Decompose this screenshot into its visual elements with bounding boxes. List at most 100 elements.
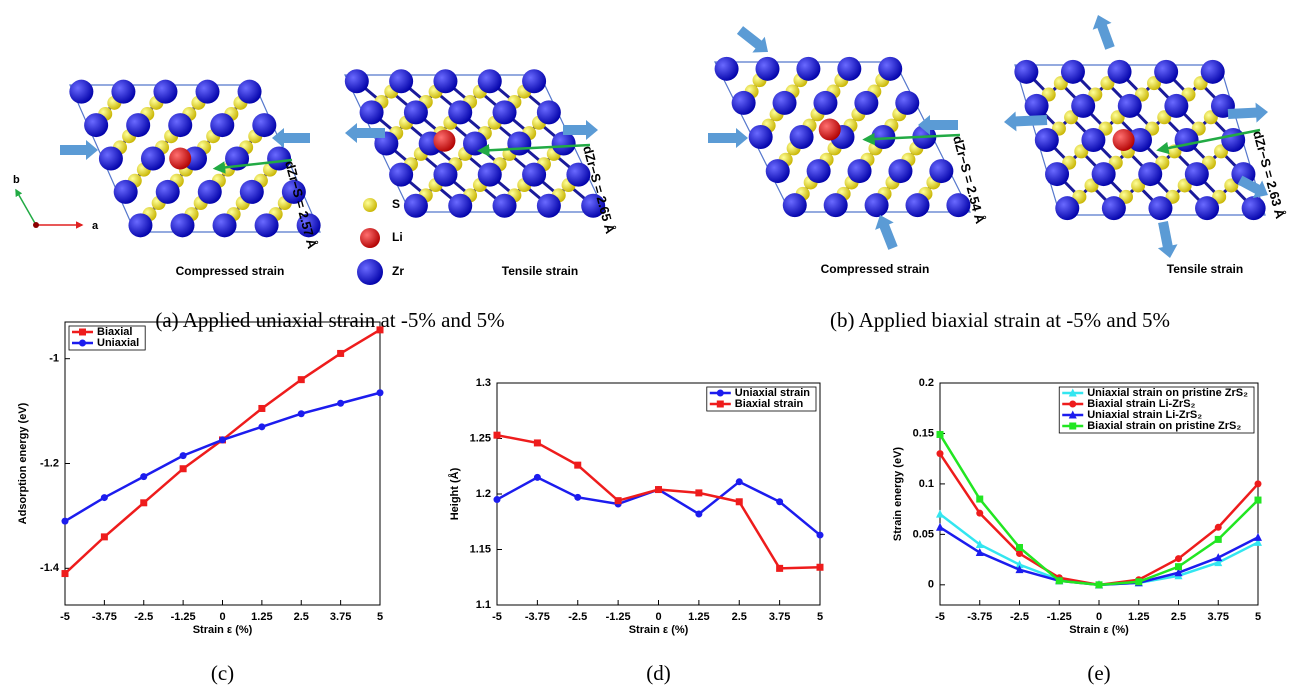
zirconium-atom [1221, 128, 1245, 152]
structure-label: Tensile strain [1167, 262, 1243, 276]
x-tick-label: 3.75 [330, 611, 351, 623]
zirconium-atom [433, 69, 457, 93]
marker [1255, 497, 1262, 504]
y-tick-label: 1.2 [476, 488, 491, 500]
zirconium-atom [198, 180, 222, 204]
zirconium-atom [126, 113, 150, 137]
y-tick-label: 0.2 [919, 377, 934, 389]
x-tick-label: -1.25 [606, 611, 631, 623]
marker [1254, 533, 1262, 541]
zirconium-atom [111, 80, 135, 104]
plot-frame [65, 322, 380, 605]
zirconium-atom [865, 193, 889, 217]
zirconium-atom [1061, 60, 1085, 84]
figure: Compressed straindZr−S = 2.57 ÅTensile s… [0, 0, 1310, 689]
zirconium-atom [493, 194, 517, 218]
x-tick-label: 1.25 [688, 611, 709, 623]
x-tick-label: -3.75 [92, 611, 117, 623]
zirconium-atom [478, 69, 502, 93]
zirconium-atom [552, 132, 576, 156]
marker [494, 432, 501, 439]
zirconium-atom [238, 80, 262, 104]
marker [1016, 544, 1023, 551]
zirconium-atom [478, 163, 502, 187]
zirconium-atom [929, 159, 953, 183]
series-line [940, 514, 1258, 585]
strain-arrow [272, 128, 310, 148]
zirconium-atom [360, 100, 384, 124]
marker [736, 478, 743, 485]
zirconium-atom [114, 180, 138, 204]
marker [574, 494, 581, 501]
marker [377, 389, 384, 396]
marker [936, 510, 944, 518]
structure-label: Compressed strain [821, 262, 930, 276]
series-line [940, 527, 1258, 585]
lithium-atom [169, 148, 191, 170]
marker [717, 390, 724, 397]
zirconium-atom [213, 213, 237, 237]
bond-distance: dZr−S = 2.65 Å [580, 144, 618, 236]
legend-atom [360, 228, 380, 248]
marker [140, 499, 147, 506]
x-tick-label: 3.75 [1208, 611, 1229, 623]
y-tick-label: 1.15 [470, 543, 491, 555]
marker [140, 473, 147, 480]
lithium-atom [819, 119, 841, 141]
x-tick-label: -5 [935, 611, 945, 623]
structure-label: Tensile strain [502, 264, 578, 278]
marker [1255, 480, 1262, 487]
zirconium-atom [522, 163, 546, 187]
zirconium-atom [99, 147, 123, 171]
chart: -5-3.75-2.5-1.2501.252.53.75500.050.10.1… [892, 377, 1262, 685]
marker [936, 523, 944, 531]
y-axis-label: Adsorption energy (eV) [17, 402, 29, 524]
x-tick-label: -5 [492, 611, 502, 623]
charts: -5-3.75-2.5-1.2501.252.53.755-1.4-1.2-1S… [17, 322, 1262, 685]
x-tick-label: 0 [655, 611, 661, 623]
zirconium-atom [783, 193, 807, 217]
marker [1175, 555, 1182, 562]
zirconium-atom [1175, 128, 1199, 152]
zirconium-atom [888, 159, 912, 183]
zirconium-atom [537, 194, 561, 218]
lithium-atom [1113, 129, 1135, 151]
x-axis-label: Strain ε (%) [629, 624, 689, 636]
marker [377, 326, 384, 333]
panel-caption: (b) Applied biaxial strain at -5% and 5% [830, 308, 1170, 332]
zirconium-atom [448, 100, 472, 124]
legend-label: Biaxial strain on pristine ZrS₂ [1087, 420, 1241, 432]
strain-arrow [875, 215, 898, 250]
strain-arrow [60, 140, 98, 160]
zirconium-atom [1138, 162, 1162, 186]
atom-legend-label: S [392, 197, 400, 211]
x-axis-label: Strain ε (%) [1069, 624, 1129, 636]
zirconium-atom [749, 125, 773, 149]
axis-label: b [13, 174, 20, 186]
strain-arrow [1093, 15, 1115, 50]
strain-arrow [708, 128, 748, 148]
marker [615, 497, 622, 504]
zirconium-atom [507, 132, 531, 156]
chart-caption: (e) [1087, 661, 1110, 685]
zirconium-atom [1201, 60, 1225, 84]
legend-label: Biaxial strain [735, 398, 804, 410]
x-tick-label: 0 [1096, 611, 1102, 623]
zirconium-atom [493, 100, 517, 124]
zirconium-atom [854, 91, 878, 115]
zirconium-atom [1195, 196, 1219, 220]
panel-caption: (a) Applied uniaxial strain at -5% and 5… [155, 308, 504, 332]
marker [180, 452, 187, 459]
zirconium-atom [813, 91, 837, 115]
zirconium-atom [878, 57, 902, 81]
y-tick-label: -1.4 [40, 562, 60, 574]
marker [1069, 423, 1076, 430]
x-tick-label: 1.25 [251, 611, 272, 623]
y-tick-label: 0 [928, 579, 934, 591]
zirconium-atom [807, 159, 831, 183]
x-tick-label: 2.5 [294, 611, 309, 623]
marker [574, 462, 581, 469]
zirconium-atom [756, 57, 780, 81]
zirconium-atom [1102, 196, 1126, 220]
strain-arrow [737, 26, 768, 52]
